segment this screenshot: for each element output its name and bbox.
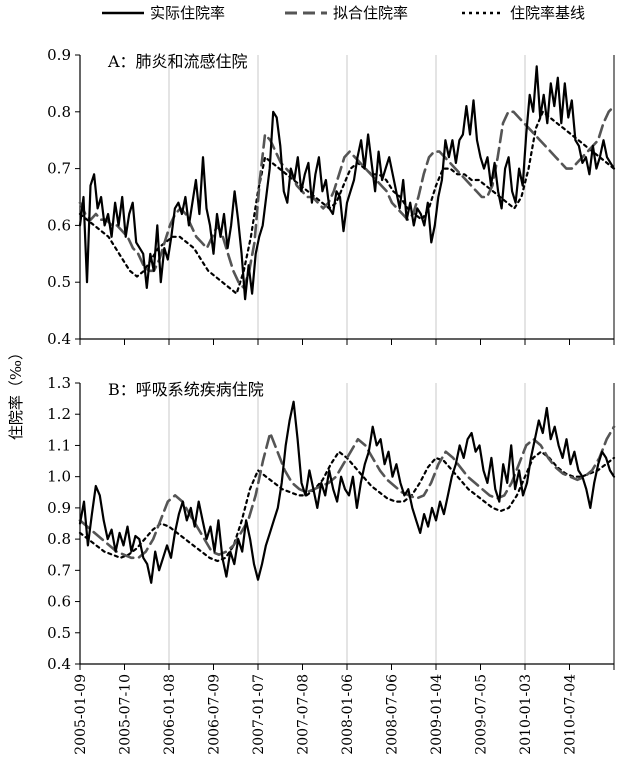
legend-actual-swatch (102, 11, 144, 14)
legend-baseline: 住院率基线 (462, 2, 585, 23)
legend-fitted-label: 拟合住院率 (333, 4, 409, 22)
x-tick-label: 2007-01-07 (251, 674, 267, 755)
y-tick-label: 0.4 (47, 655, 71, 673)
y-axis-label-text: 住院率（‰） (7, 344, 26, 440)
x-tick-label: 2008-07-06 (385, 674, 401, 755)
y-axis-label: 住院率（‰） (4, 344, 28, 439)
x-tick-label: 2009-01-04 (429, 674, 445, 755)
y-tick-label: 0.5 (47, 273, 71, 291)
legend-fitted-swatch (285, 11, 327, 14)
y-tick-label: 0.4 (47, 330, 71, 348)
series-line-solid (78, 65, 616, 301)
y-tick-label: 0.7 (47, 561, 71, 579)
y-tick-label: 0.7 (47, 160, 71, 178)
y-tick-label: 0.9 (47, 46, 71, 64)
y-tick-label: 1.3 (47, 374, 71, 392)
x-tick-label: 2005-07-10 (118, 674, 134, 755)
x-tick-label: 2007-07-08 (296, 674, 312, 755)
legend-actual-label: 实际住院率 (150, 4, 226, 22)
x-tick-label: 2010-01-03 (518, 674, 534, 755)
legend-baseline-swatch (462, 11, 504, 14)
series-line-solid (78, 400, 616, 584)
legend-baseline-label: 住院率基线 (510, 4, 586, 22)
y-tick-label: 0.8 (47, 530, 71, 548)
y-tick-label: 0.5 (47, 624, 71, 642)
panel-title: B：呼吸系统疾病住院 (108, 380, 264, 399)
x-tick-label: 2006-07-09 (207, 674, 223, 755)
y-tick-label: 1.0 (47, 468, 71, 486)
y-tick-label: 0.6 (47, 593, 71, 611)
panel-title: A：肺炎和流感住院 (107, 52, 248, 71)
y-tick-label: 1.1 (47, 436, 71, 454)
y-tick-label: 0.9 (47, 499, 71, 517)
legend-actual: 实际住院率 (102, 2, 225, 23)
x-tick-label: 2005-01-09 (73, 674, 89, 755)
y-tick-label: 1.2 (47, 405, 71, 423)
y-tick-label: 0.8 (47, 103, 71, 121)
x-tick-label: 2006-01-08 (162, 674, 178, 755)
x-tick-label: 2009-07-05 (474, 674, 490, 755)
x-tick-label: 2008-01-06 (340, 674, 356, 755)
series-line-dashed (78, 425, 616, 560)
series-line-dotted (78, 110, 616, 295)
y-tick-label: 0.6 (47, 216, 71, 234)
legend-fitted: 拟合住院率 (285, 2, 408, 23)
series-line-dashed (78, 104, 616, 290)
x-tick-label: 2010-07-04 (563, 674, 579, 755)
